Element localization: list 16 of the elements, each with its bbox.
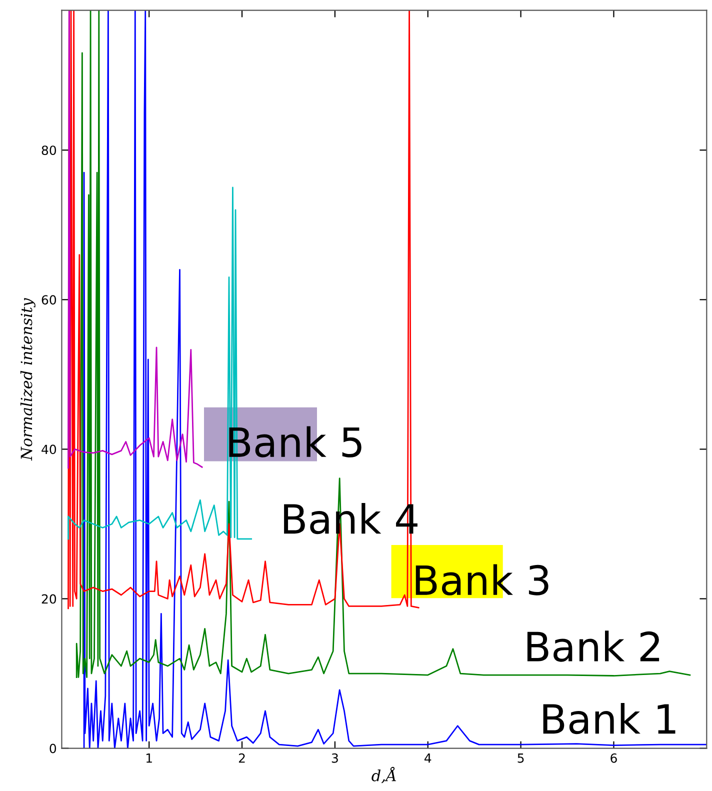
y-tick-label: 60 (42, 295, 56, 305)
y-tick-label: 0 (50, 744, 56, 754)
y-tick-label: 40 (42, 444, 56, 454)
y-axis-title: Normalized intensity (20, 298, 36, 461)
annotation: Bank 2 (527, 630, 660, 662)
x-tick-label: 3 (332, 753, 338, 763)
y-tick-label: 20 (42, 594, 56, 604)
x-axis-title: d,Å (372, 766, 396, 784)
annotation: Bank 1 (543, 702, 676, 734)
x-tick-label: 6 (610, 753, 617, 763)
y-tick-label: 80 (42, 146, 56, 156)
x-tick-label: 5 (518, 754, 524, 763)
x-tick-label: 2 (238, 753, 245, 763)
line-series (68, 10, 203, 469)
x-tick-label: 1 (146, 754, 152, 763)
x-tick-label: 4 (424, 754, 432, 763)
